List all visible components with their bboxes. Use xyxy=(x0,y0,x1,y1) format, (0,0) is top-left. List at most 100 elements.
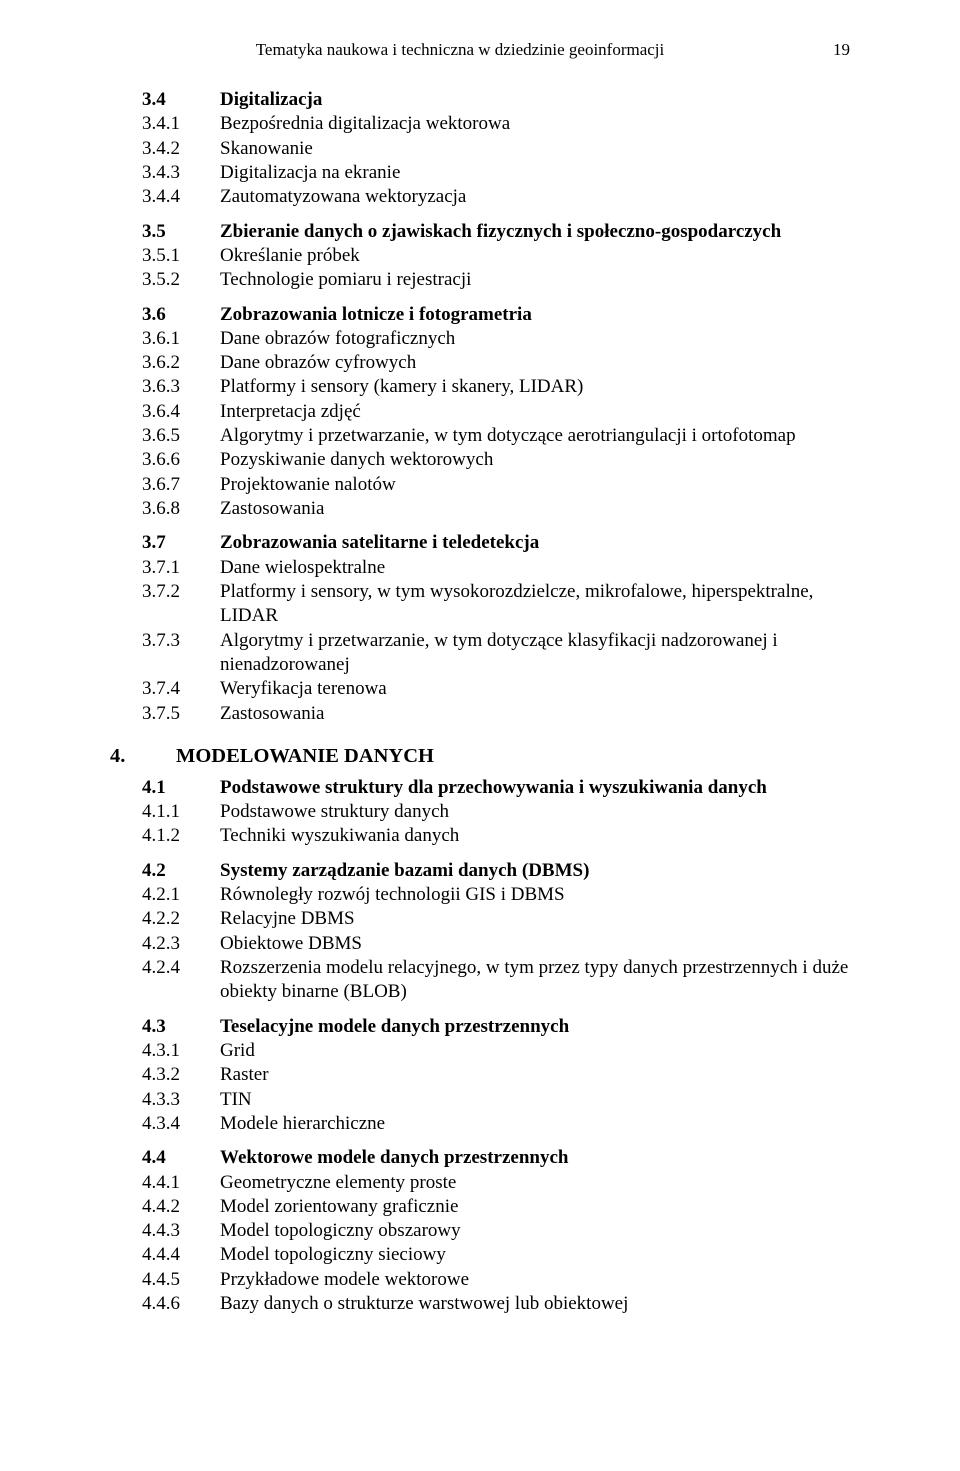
toc-row: 4.2.1Równoległy rozwój technologii GIS i… xyxy=(110,883,850,907)
toc-number: 3.6.4 xyxy=(110,400,220,424)
toc-text: Zautomatyzowana wektoryzacja xyxy=(220,185,850,209)
toc-text: Wektorowe modele danych przestrzennych xyxy=(220,1146,850,1170)
toc-lower: 4.1Podstawowe struktury dla przechowywan… xyxy=(110,776,850,1317)
toc-number: 4.4.4 xyxy=(110,1243,220,1267)
toc-text: Modele hierarchiczne xyxy=(220,1112,850,1136)
toc-number: 3.7.1 xyxy=(110,556,220,580)
toc-upper: 3.4Digitalizacja3.4.1Bezpośrednia digita… xyxy=(110,88,850,726)
toc-number: 3.5.2 xyxy=(110,268,220,292)
toc-row: 4.4.2Model zorientowany graficznie xyxy=(110,1195,850,1219)
toc-text: Raster xyxy=(220,1063,850,1087)
toc-row: 3.7.5Zastosowania xyxy=(110,702,850,726)
toc-number: 3.4.1 xyxy=(110,112,220,136)
toc-number: 3.4.3 xyxy=(110,161,220,185)
toc-row: 3.7.3Algorytmy i przetwarzanie, w tym do… xyxy=(110,629,850,678)
toc-text: Równoległy rozwój technologii GIS i DBMS xyxy=(220,883,850,907)
toc-number: 3.6.1 xyxy=(110,327,220,351)
toc-row: 3.7Zobrazowania satelitarne i teledetekc… xyxy=(110,531,850,555)
toc-text: Model topologiczny sieciowy xyxy=(220,1243,850,1267)
toc-text: Dane wielospektralne xyxy=(220,556,850,580)
toc-number: 4.3.3 xyxy=(110,1088,220,1112)
entry-group: 4.1Podstawowe struktury dla przechowywan… xyxy=(110,776,850,849)
toc-number: 4.1.1 xyxy=(110,800,220,824)
toc-row: 3.6.5Algorytmy i przetwarzanie, w tym do… xyxy=(110,424,850,448)
toc-row: 3.6.4Interpretacja zdjęć xyxy=(110,400,850,424)
toc-row: 4.3.4Modele hierarchiczne xyxy=(110,1112,850,1136)
toc-row: 4.4.4Model topologiczny sieciowy xyxy=(110,1243,850,1267)
toc-text: Systemy zarządzanie bazami danych (DBMS) xyxy=(220,859,850,883)
toc-row: 4.4.6Bazy danych o strukturze warstwowej… xyxy=(110,1292,850,1316)
toc-number: 4.2.1 xyxy=(110,883,220,907)
toc-number: 4.3.4 xyxy=(110,1112,220,1136)
toc-text: Zastosowania xyxy=(220,497,850,521)
toc-number: 3.6.2 xyxy=(110,351,220,375)
toc-row: 3.6.2Dane obrazów cyfrowych xyxy=(110,351,850,375)
toc-text: Zobrazowania lotnicze i fotogrametria xyxy=(220,303,850,327)
page: Tematyka naukowa i techniczna w dziedzin… xyxy=(0,0,960,1471)
toc-text: Podstawowe struktury dla przechowywania … xyxy=(220,776,850,800)
entry-group: 4.2Systemy zarządzanie bazami danych (DB… xyxy=(110,859,850,1005)
toc-text: Zastosowania xyxy=(220,702,850,726)
toc-text: Relacyjne DBMS xyxy=(220,907,850,931)
toc-number: 4.2.2 xyxy=(110,907,220,931)
toc-row: 3.6.7Projektowanie nalotów xyxy=(110,473,850,497)
toc-row: 3.5Zbieranie danych o zjawiskach fizyczn… xyxy=(110,220,850,244)
toc-number: 3.7.5 xyxy=(110,702,220,726)
toc-number: 3.4.2 xyxy=(110,137,220,161)
toc-number: 3.6.3 xyxy=(110,375,220,399)
toc-number: 3.7.2 xyxy=(110,580,220,604)
toc-row: 4.1.2Techniki wyszukiwania danych xyxy=(110,824,850,848)
toc-text: Skanowanie xyxy=(220,137,850,161)
toc-number: 3.4 xyxy=(110,88,220,112)
entry-group: 4.4Wektorowe modele danych przestrzennyc… xyxy=(110,1146,850,1316)
chapter-heading: 4. MODELOWANIE DANYCH xyxy=(110,745,850,768)
toc-row: 3.4.1Bezpośrednia digitalizacja wektorow… xyxy=(110,112,850,136)
toc-row: 4.3.1Grid xyxy=(110,1039,850,1063)
toc-row: 4.4.3Model topologiczny obszarowy xyxy=(110,1219,850,1243)
toc-text: Rozszerzenia modelu relacyjnego, w tym p… xyxy=(220,956,850,1005)
toc-text: Dane obrazów fotograficznych xyxy=(220,327,850,351)
toc-row: 3.6.8Zastosowania xyxy=(110,497,850,521)
toc-text: Digitalizacja xyxy=(220,88,850,112)
toc-number: 3.6.7 xyxy=(110,473,220,497)
toc-number: 3.5.1 xyxy=(110,244,220,268)
entry-group: 3.6Zobrazowania lotnicze i fotogrametria… xyxy=(110,303,850,522)
entry-group: 3.4Digitalizacja3.4.1Bezpośrednia digita… xyxy=(110,88,850,210)
toc-row: 4.3Teselacyjne modele danych przestrzenn… xyxy=(110,1015,850,1039)
toc-row: 3.7.2Platformy i sensory, w tym wysokoro… xyxy=(110,580,850,629)
toc-row: 3.4.2Skanowanie xyxy=(110,137,850,161)
toc-number: 4.4.5 xyxy=(110,1268,220,1292)
toc-text: Geometryczne elementy proste xyxy=(220,1171,850,1195)
toc-number: 3.5 xyxy=(110,220,220,244)
toc-text: Grid xyxy=(220,1039,850,1063)
toc-text: Przykładowe modele wektorowe xyxy=(220,1268,850,1292)
page-number: 19 xyxy=(810,40,850,60)
toc-row: 3.7.4Weryfikacja terenowa xyxy=(110,677,850,701)
toc-row: 3.7.1Dane wielospektralne xyxy=(110,556,850,580)
toc-text: Techniki wyszukiwania danych xyxy=(220,824,850,848)
toc-row: 3.6.3Platformy i sensory (kamery i skane… xyxy=(110,375,850,399)
toc-number: 4.4.6 xyxy=(110,1292,220,1316)
toc-row: 4.1Podstawowe struktury dla przechowywan… xyxy=(110,776,850,800)
toc-text: Interpretacja zdjęć xyxy=(220,400,850,424)
toc-text: Platformy i sensory, w tym wysokorozdzie… xyxy=(220,580,850,629)
toc-row: 4.1.1Podstawowe struktury danych xyxy=(110,800,850,824)
toc-row: 4.2Systemy zarządzanie bazami danych (DB… xyxy=(110,859,850,883)
toc-number: 3.7.3 xyxy=(110,629,220,653)
toc-text: Technologie pomiaru i rejestracji xyxy=(220,268,850,292)
toc-text: Model zorientowany graficznie xyxy=(220,1195,850,1219)
toc-text: Bazy danych o strukturze warstwowej lub … xyxy=(220,1292,850,1316)
toc-row: 4.3.3TIN xyxy=(110,1088,850,1112)
toc-number: 4.1 xyxy=(110,776,220,800)
toc-row: 4.2.4Rozszerzenia modelu relacyjnego, w … xyxy=(110,956,850,1005)
toc-number: 3.6 xyxy=(110,303,220,327)
toc-text: Model topologiczny obszarowy xyxy=(220,1219,850,1243)
toc-text: Algorytmy i przetwarzanie, w tym dotyczą… xyxy=(220,424,850,448)
toc-row: 3.6.6Pozyskiwanie danych wektorowych xyxy=(110,448,850,472)
toc-text: Weryfikacja terenowa xyxy=(220,677,850,701)
toc-text: Zobrazowania satelitarne i teledetekcja xyxy=(220,531,850,555)
toc-row: 4.2.3Obiektowe DBMS xyxy=(110,932,850,956)
toc-row: 3.5.1Określanie próbek xyxy=(110,244,850,268)
toc-row: 4.4Wektorowe modele danych przestrzennyc… xyxy=(110,1146,850,1170)
toc-row: 4.4.5Przykładowe modele wektorowe xyxy=(110,1268,850,1292)
